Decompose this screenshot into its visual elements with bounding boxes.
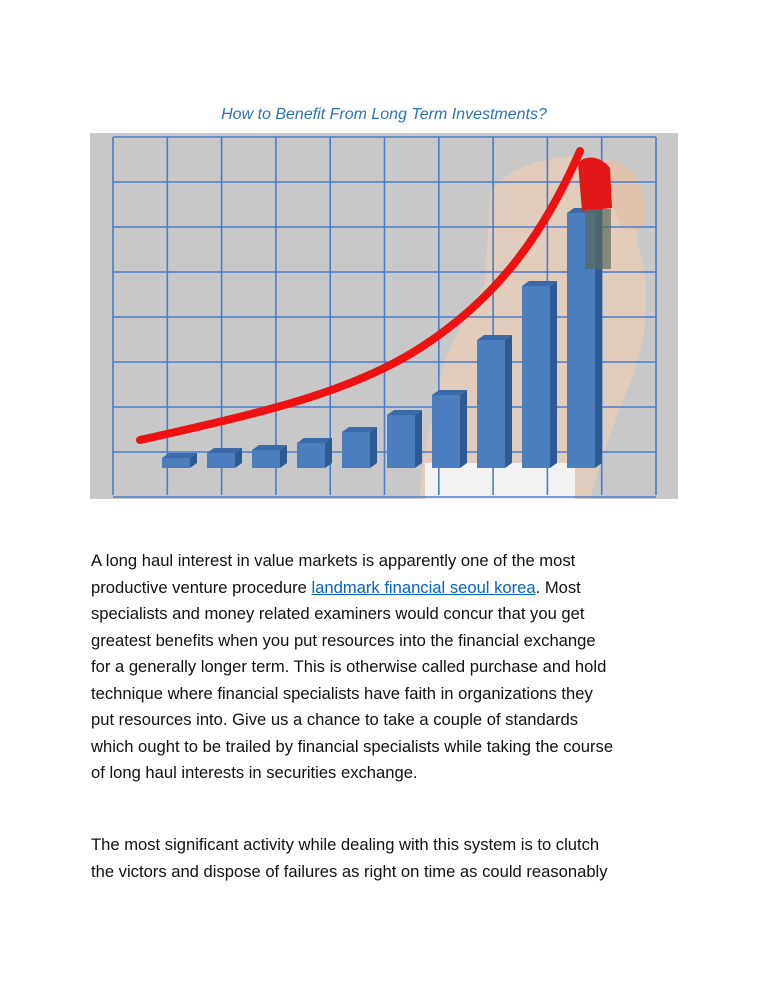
bar-front bbox=[522, 286, 550, 468]
bar-side bbox=[190, 453, 197, 468]
text-line: technique where financial specialists ha… bbox=[91, 683, 593, 703]
bar-top bbox=[432, 390, 467, 395]
bar-top bbox=[297, 438, 332, 443]
bar-side bbox=[325, 438, 332, 468]
marker-pen bbox=[578, 157, 612, 269]
text-line: greatest benefits when you put resources… bbox=[91, 630, 596, 650]
text-span: productive venture procedure bbox=[91, 577, 312, 597]
text-span: . Most bbox=[535, 577, 581, 597]
bar-top bbox=[342, 427, 377, 432]
bar-side bbox=[235, 448, 242, 468]
text-line: which ought to be trailed by financial s… bbox=[91, 736, 614, 756]
bar bbox=[297, 438, 332, 468]
text-line: put resources into. Give us a chance to … bbox=[91, 710, 579, 729]
bar-front bbox=[252, 450, 280, 468]
bar-front bbox=[342, 432, 370, 468]
bar-top bbox=[387, 410, 422, 415]
bar-front bbox=[432, 395, 460, 468]
investment-growth-image bbox=[90, 133, 678, 499]
text-line: for a generally longer term. This is oth… bbox=[91, 657, 607, 676]
text-line: A long haul interest in value markets is… bbox=[91, 551, 576, 570]
bar-top bbox=[252, 445, 287, 450]
document-title: How to Benefit From Long Term Investment… bbox=[221, 106, 547, 123]
text-line: specialists and money related examiners … bbox=[91, 604, 585, 623]
growth-curve bbox=[136, 147, 584, 444]
text-line: the victors and dispose of failures as r… bbox=[91, 861, 608, 881]
bar-side bbox=[550, 281, 557, 468]
bar bbox=[522, 281, 557, 468]
bar-side bbox=[415, 410, 422, 468]
bar-front bbox=[387, 415, 415, 468]
bar-side bbox=[370, 427, 377, 468]
bar bbox=[477, 335, 512, 468]
bar bbox=[432, 390, 467, 468]
bar-side bbox=[595, 208, 602, 468]
bar-side bbox=[280, 445, 287, 468]
bar bbox=[207, 448, 242, 468]
text-line: productive venture procedure landmark fi… bbox=[91, 575, 613, 602]
bar-top bbox=[162, 453, 197, 458]
bar bbox=[387, 410, 422, 468]
bar-top bbox=[522, 281, 557, 286]
bar-top bbox=[207, 448, 242, 453]
bar-front bbox=[162, 458, 190, 468]
landmark-financial-link[interactable]: landmark financial seoul korea bbox=[311, 577, 536, 597]
bar-front bbox=[297, 443, 325, 468]
bar-front bbox=[207, 453, 235, 468]
text-line: The most significant activity while deal… bbox=[91, 835, 600, 854]
paragraph-2: The most significant activity while deal… bbox=[91, 832, 608, 885]
chart-bars bbox=[162, 208, 602, 468]
paragraph-1: A long haul interest in value markets is… bbox=[91, 548, 613, 787]
bar-top bbox=[477, 335, 512, 340]
bar-side bbox=[505, 335, 512, 468]
bar-side bbox=[460, 390, 467, 468]
text-line: of long haul interests in securities exc… bbox=[91, 763, 418, 782]
bar bbox=[162, 453, 197, 468]
bar bbox=[252, 445, 287, 468]
bar-front bbox=[477, 340, 505, 468]
bar bbox=[342, 427, 377, 468]
